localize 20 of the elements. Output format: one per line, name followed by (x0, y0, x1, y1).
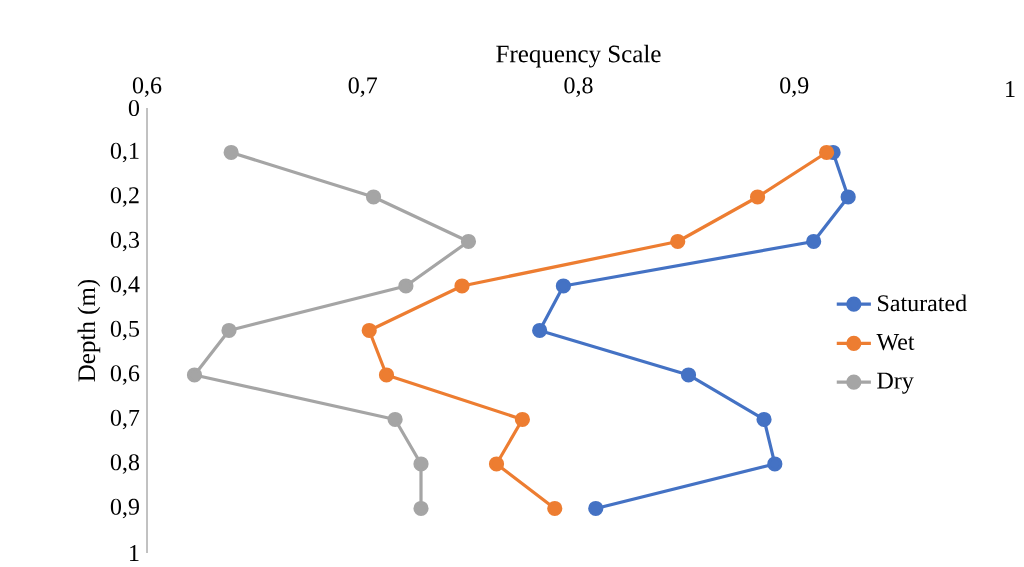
y-tick-label: 0,1 (110, 142, 139, 163)
x-tick-label: 0,9 (780, 77, 809, 97)
y-tick-label: 0,3 (110, 231, 140, 252)
y-tick-label: 1 (130, 545, 139, 561)
y-tick-label: 0,8 (110, 454, 140, 474)
y-tick-label: 0,9 (110, 498, 139, 519)
legend-label: Saturated (878, 294, 967, 312)
x-axis-title: Frequency Scale (496, 44, 661, 68)
y-tick-label: 0,7 (110, 409, 140, 430)
x-tick-label: 1 (1006, 81, 1015, 97)
y-tick-label: 0,5 (110, 320, 140, 341)
y-tick-label: 0,4 (110, 276, 140, 296)
legend-label: Dry (877, 372, 914, 394)
legend-label: Wet (876, 334, 915, 351)
y-tick-label: 0,2 (110, 187, 139, 207)
x-tick-label: 0,8 (564, 77, 593, 97)
y-tick-label: 0 (128, 99, 140, 117)
y-tick-label: 0,6 (110, 365, 140, 385)
x-tick-label: 0,7 (348, 77, 378, 97)
y-axis-title: Depth (m) (77, 279, 101, 382)
